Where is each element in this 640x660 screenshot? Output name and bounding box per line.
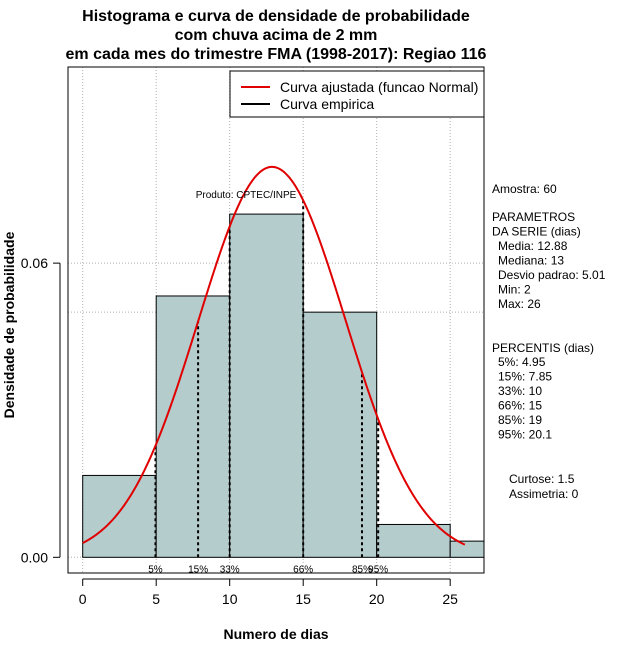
chart-title-line: em cada mes do trimestre FMA (1998-2017)… [66,46,487,63]
stat-parametro: Desvio padrao: 5.01 [498,268,606,282]
legend-label: Curva empirica [280,96,374,112]
percentile-label: 95% [368,564,388,575]
percentile-label: 15% [188,564,208,575]
x-tick-label: 10 [222,591,238,607]
x-tick-label: 5 [152,591,160,607]
histogram-bar [229,213,304,558]
percentile-label: 66% [293,564,313,575]
histogram-bar [302,311,378,558]
histogram-bars [82,213,485,558]
titles: Histograma e curva de densidade de proba… [66,8,487,201]
stat-amostra: Amostra: 60 [492,182,557,196]
stat-percentil: 33%: 10 [498,384,542,398]
y-tick-label: 0.06 [21,255,48,271]
x-tick-label: 15 [295,591,311,607]
percentile-label: 85% [352,564,372,575]
stat-header: PERCENTIS (dias) [492,341,594,355]
histogram-bar [449,540,485,558]
y-axis-title: Densidade de probabilidade [1,231,17,418]
stat-parametro: Media: 12.88 [498,239,568,253]
percentile-label: 5% [148,564,163,575]
legend-label: Curva ajustada (funcao Normal) [280,79,478,95]
y-tick-label: 0.00 [21,549,48,565]
stat-percentil: 95%: 20.1 [498,428,552,442]
stat-percentil: 15%: 7.85 [498,370,552,384]
x-tick-label: 25 [442,591,458,607]
chart-title-line: com chuva acima de 2 mm [175,27,378,44]
stat-header: PARAMETROS [492,210,575,224]
legend: Curva ajustada (funcao Normal)Curva empi… [229,70,485,118]
stat-header: DA SERIE (dias) [492,225,581,239]
chart-title-line: Histograma e curva de densidade de proba… [82,8,470,25]
normal-fit-curve [82,165,466,546]
stat-parametro: Mediana: 13 [498,254,564,268]
stat-parametro: Min: 2 [498,283,531,297]
axes: 0 5 10 15 20 25 0.00 0.06 Numero de dias Densidad… [1,231,458,642]
stat-percentil: 66%: 15 [498,399,542,413]
stat-percentil: 5%: 4.95 [498,355,546,369]
stat-parametro: Max: 26 [498,297,541,311]
x-tick-label: 0 [79,591,87,607]
legend-box [229,70,485,118]
percentile-lines: 5% 15% 33% 66% 85%95% [148,200,388,575]
x-tick-label: 20 [369,591,385,607]
histogram-bar [376,523,451,558]
percentile-label: 33% [220,564,240,575]
histogram-bar [82,474,157,558]
plot-frame [67,66,485,574]
stat-assimetria: Assimetria: 0 [509,487,579,501]
x-axis-title: Numero de dias [223,626,328,642]
stat-curtose: Curtose: 1.5 [509,472,575,486]
product-label: Produto: CPTEC/INPE [196,190,297,201]
stat-percentil: 85%: 19 [498,413,542,427]
